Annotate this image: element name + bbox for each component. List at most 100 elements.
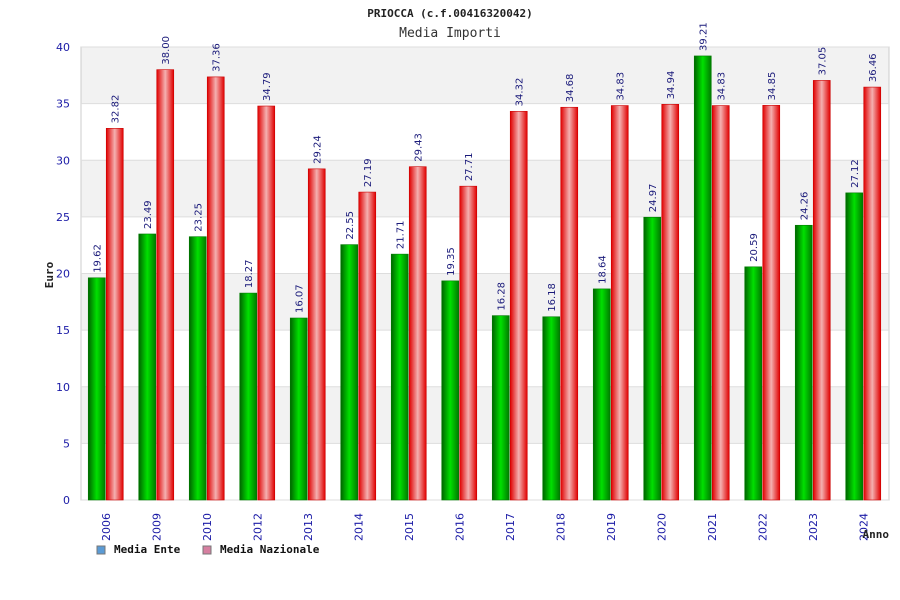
x-tick-label-2015: 2015: [403, 513, 416, 541]
data-label-media-ente-2013: 16.07: [295, 284, 306, 313]
legend-label-media-ente: Media Ente: [114, 543, 181, 556]
bar-media-nazionale-2009: [156, 69, 175, 501]
bar-media-nazionale-2017: [509, 111, 528, 501]
x-tick-label-2021: 2021: [706, 513, 719, 541]
data-label-media-nazionale-2009: 38.00: [161, 36, 172, 65]
bar-media-ente-2022: [744, 266, 763, 501]
data-label-media-ente-2021: 39.21: [699, 22, 710, 51]
x-tick-label-2023: 2023: [807, 513, 820, 541]
bar-media-ente-2023: [794, 224, 813, 501]
bar-media-ente-2018: [542, 316, 561, 501]
legend: Media Ente Media Nazionale: [96, 543, 320, 556]
y-tick-label: 30: [56, 154, 70, 167]
data-label-media-nazionale-2006: 32.82: [111, 95, 122, 124]
chart-title: PRIOCCA (c.f.00416320042): [367, 7, 533, 20]
data-label-media-nazionale-2018: 34.68: [565, 74, 576, 103]
data-label-media-nazionale-2015: 29.43: [414, 133, 425, 162]
x-tick-label-2014: 2014: [352, 513, 365, 541]
x-tick-label-2022: 2022: [756, 513, 769, 541]
x-axis-ticks: 2006 2009 2010 2012 2013 2014 2015 2016 2017 2018…: [100, 513, 871, 541]
bar-media-nazionale-2013: [307, 168, 326, 501]
bar-media-ente-2017: [491, 315, 510, 501]
bar-media-nazionale-2006: [105, 128, 124, 501]
bar-media-ente-2009: [138, 233, 157, 501]
data-label-media-ente-2024: 27.12: [850, 159, 861, 188]
data-label-media-nazionale-2019: 34.83: [616, 72, 627, 101]
bar-media-nazionale-2024: [863, 86, 882, 501]
x-tick-label-2016: 2016: [453, 513, 466, 541]
data-label-media-ente-2020: 24.97: [648, 184, 659, 213]
data-label-media-ente-2022: 20.59: [749, 233, 760, 262]
legend-swatch-media-nazionale: [202, 545, 212, 555]
y-axis-label: Euro: [43, 261, 56, 288]
y-tick-label: 40: [56, 41, 70, 54]
data-label-media-ente-2019: 18.64: [598, 255, 609, 284]
bar-media-ente-2016: [441, 280, 460, 501]
data-label-media-nazionale-2023: 37.05: [818, 47, 829, 76]
data-label-media-ente-2023: 24.26: [800, 192, 811, 221]
bar-media-ente-2020: [643, 216, 662, 501]
bar-media-nazionale-2018: [560, 106, 579, 501]
x-tick-label-2010: 2010: [201, 513, 214, 541]
bar-media-nazionale-2020: [661, 104, 680, 501]
bar-media-ente-2015: [390, 253, 409, 501]
x-axis-label: Anno: [863, 528, 890, 541]
bar-media-nazionale-2012: [257, 105, 276, 501]
bar-media-ente-2014: [340, 244, 359, 501]
data-label-media-ente-2016: 19.35: [446, 247, 457, 276]
y-tick-label: 25: [56, 211, 70, 224]
data-label-media-nazionale-2021: 34.83: [717, 72, 728, 101]
bar-media-ente-2024: [845, 192, 864, 501]
bar-media-ente-2012: [239, 292, 258, 501]
data-label-media-ente-2010: 23.25: [194, 203, 205, 232]
x-tick-label-2006: 2006: [100, 513, 113, 541]
x-tick-label-2024: 2024: [857, 513, 870, 541]
legend-swatch-media-ente: [96, 545, 106, 555]
x-tick-label-2013: 2013: [302, 513, 315, 541]
y-tick-label: 15: [56, 324, 70, 337]
bars: [87, 55, 882, 501]
x-tick-label-2009: 2009: [150, 513, 163, 541]
data-label-media-nazionale-2022: 34.85: [767, 72, 778, 101]
data-label-media-ente-2014: 22.55: [345, 211, 356, 240]
bar-media-nazionale-2016: [459, 185, 478, 501]
data-label-media-nazionale-2020: 34.94: [666, 71, 677, 100]
data-label-media-nazionale-2012: 34.79: [262, 72, 273, 101]
data-label-media-ente-2006: 19.62: [93, 244, 104, 273]
bar-media-ente-2010: [188, 236, 207, 501]
bar-media-ente-2013: [289, 317, 308, 501]
y-tick-label: 5: [63, 437, 70, 450]
chart-subtitle: Media Importi: [399, 26, 501, 41]
y-tick-label: 35: [56, 98, 70, 111]
bar-media-ente-2021: [693, 55, 712, 501]
data-label-media-ente-2017: 16.28: [497, 282, 508, 311]
data-label-media-nazionale-2024: 36.46: [868, 53, 879, 82]
bar-media-nazionale-2023: [812, 80, 831, 501]
y-tick-label: 0: [63, 494, 70, 507]
data-label-media-nazionale-2016: 27.71: [464, 153, 475, 182]
data-labels: 19.62 32.82 23.49 38.00 23.25 37.36 18.27 34.79…: [93, 22, 880, 313]
x-tick-label-2018: 2018: [554, 513, 567, 541]
bar-media-nazionale-2021: [711, 105, 730, 501]
bar-media-nazionale-2019: [610, 105, 629, 501]
bar-media-ente-2019: [592, 288, 611, 501]
bar-media-nazionale-2022: [762, 105, 781, 501]
data-label-media-nazionale-2017: 34.32: [515, 78, 526, 107]
bar-media-nazionale-2010: [206, 76, 225, 501]
data-label-media-nazionale-2010: 37.36: [212, 43, 223, 72]
bar-media-nazionale-2014: [358, 191, 377, 501]
y-axis-ticks: 0 5 10 15 20 25 30 35 40: [56, 41, 70, 507]
x-tick-label-2012: 2012: [251, 513, 264, 541]
y-tick-label: 20: [56, 268, 70, 281]
y-tick-label: 10: [56, 381, 70, 394]
x-tick-label-2017: 2017: [504, 513, 517, 541]
x-tick-label-2019: 2019: [605, 513, 618, 541]
x-tick-label-2020: 2020: [655, 513, 668, 541]
data-label-media-ente-2015: 21.71: [396, 220, 407, 249]
data-label-media-ente-2018: 16.18: [547, 283, 558, 312]
data-label-media-nazionale-2014: 27.19: [363, 158, 374, 187]
bar-media-nazionale-2015: [408, 166, 427, 501]
data-label-media-ente-2012: 18.27: [244, 259, 255, 288]
bar-media-ente-2006: [87, 277, 106, 501]
